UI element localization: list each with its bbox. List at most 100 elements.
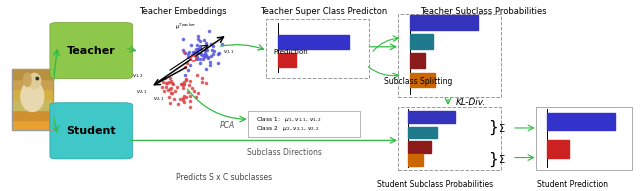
Bar [408,154,424,166]
FancyBboxPatch shape [50,23,132,79]
Point [181,78,191,81]
Point [206,54,216,57]
Text: $v_{2,1}$: $v_{2,1}$ [136,89,148,96]
Point [204,30,214,33]
Point [200,55,210,58]
Point [176,83,186,86]
Text: $\mu^{Teacher}$: $\mu^{Teacher}$ [175,22,196,32]
Point [189,90,199,93]
Point [181,77,191,80]
Point [161,82,172,85]
Text: KL-Div.: KL-Div. [455,98,486,107]
Point [201,67,211,70]
Bar [410,15,478,30]
Text: Subclass Splitting: Subclass Splitting [384,77,452,86]
Point [184,84,195,87]
Bar [12,89,53,99]
Point [197,81,207,84]
Point [198,38,209,41]
Point [165,77,175,80]
Point [164,96,174,99]
Text: Teacher Subclass Probabilities: Teacher Subclass Probabilities [420,7,547,16]
Bar [12,79,53,89]
FancyBboxPatch shape [536,107,632,170]
Ellipse shape [28,73,41,89]
Point [195,58,205,61]
Point [166,79,177,82]
Point [166,92,177,95]
Point [191,73,202,76]
Text: Student Prediction: Student Prediction [538,180,608,189]
Point [164,80,174,83]
Point [183,55,193,58]
Point [166,87,176,90]
Point [169,98,179,101]
Point [179,100,189,104]
Text: PCA: PCA [220,121,235,130]
Point [213,61,223,64]
Point [186,87,196,90]
Bar [410,34,433,49]
Point [185,99,195,102]
Bar [12,69,53,79]
Point [190,48,200,51]
Point [167,82,177,85]
Point [195,44,205,47]
Point [175,98,185,101]
Point [178,49,188,52]
Bar [410,73,435,87]
Point [205,42,216,45]
Text: $\}$: $\}$ [488,119,498,137]
Point [186,43,196,46]
Text: Teacher Super Class Predicton: Teacher Super Class Predicton [260,7,387,16]
Point [207,48,218,51]
Point [168,82,178,85]
Point [177,87,188,90]
Point [202,48,212,51]
Point [160,77,170,80]
Point [191,50,202,53]
Point [179,82,189,85]
Point [180,74,190,77]
Point [194,51,204,54]
Point [199,55,209,58]
Point [200,81,211,84]
Point [204,61,214,64]
Point [184,79,195,83]
Point [204,57,214,60]
Text: $\}$: $\}$ [488,150,498,169]
Point [179,98,189,101]
Point [193,38,204,41]
Point [178,82,188,85]
Point [217,43,227,46]
Point [182,52,193,55]
Ellipse shape [21,81,44,112]
Bar [547,140,569,158]
Point [178,84,188,87]
Bar [408,111,455,123]
Text: $v_{1,1}$: $v_{1,1}$ [223,49,234,56]
Bar [547,113,615,130]
Point [157,86,167,89]
Point [183,68,193,71]
Point [188,57,198,60]
Point [205,63,216,66]
Point [189,51,200,54]
Ellipse shape [36,77,38,80]
Point [173,103,183,106]
Point [195,47,205,50]
Text: $\Sigma$: $\Sigma$ [498,154,506,165]
Point [166,92,176,95]
Point [164,102,175,105]
Text: Student: Student [67,126,116,136]
Text: Prediction: Prediction [274,49,308,55]
Point [201,53,211,57]
Point [159,90,170,93]
Point [196,54,207,57]
Bar [408,127,437,138]
Bar [12,109,53,120]
Text: Subclass Directions: Subclass Directions [248,148,322,157]
Point [188,50,198,53]
Text: Student Subclass Probabilities: Student Subclass Probabilities [377,180,493,189]
Point [192,44,202,47]
